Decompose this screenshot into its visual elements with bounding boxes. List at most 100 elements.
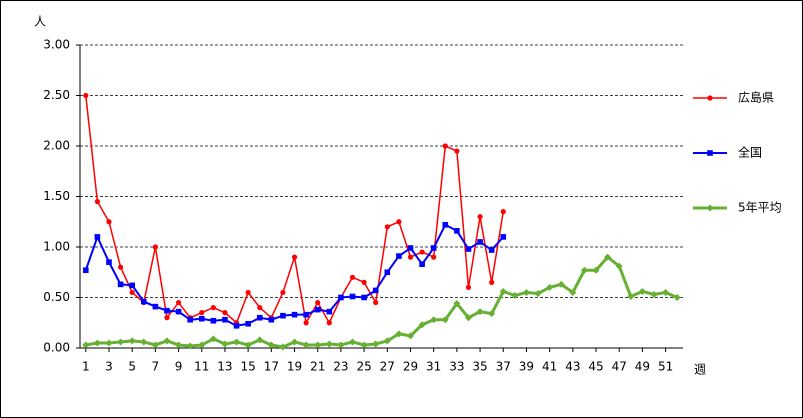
point bbox=[615, 262, 623, 270]
point bbox=[280, 289, 286, 296]
point bbox=[198, 341, 206, 349]
point bbox=[129, 282, 135, 289]
legend-marker bbox=[707, 150, 713, 156]
y-tick-label: 1.00 bbox=[43, 240, 70, 254]
point bbox=[488, 310, 496, 318]
point bbox=[314, 341, 322, 349]
x-tick-label: 27 bbox=[380, 360, 395, 374]
point bbox=[373, 299, 379, 306]
point bbox=[454, 148, 460, 154]
point bbox=[326, 320, 332, 326]
point bbox=[337, 341, 345, 349]
point bbox=[222, 316, 228, 323]
point bbox=[395, 330, 403, 338]
point bbox=[534, 289, 542, 297]
point bbox=[396, 253, 402, 259]
point bbox=[94, 234, 101, 240]
point bbox=[442, 143, 448, 149]
y-tick-label: 0.00 bbox=[43, 341, 70, 355]
point bbox=[325, 340, 333, 348]
x-tick-label: 47 bbox=[612, 360, 627, 374]
point bbox=[245, 320, 251, 327]
point bbox=[233, 338, 241, 346]
point bbox=[152, 303, 159, 310]
point bbox=[361, 294, 367, 301]
point bbox=[396, 219, 402, 225]
point bbox=[163, 337, 171, 345]
point bbox=[476, 308, 484, 316]
point bbox=[349, 338, 357, 346]
point bbox=[546, 283, 554, 291]
point bbox=[522, 288, 530, 296]
point bbox=[592, 266, 600, 274]
x-tick-label: 17 bbox=[264, 360, 279, 374]
point bbox=[499, 287, 507, 295]
point bbox=[500, 234, 507, 240]
x-tick-label: 5 bbox=[128, 360, 136, 374]
point bbox=[431, 254, 437, 260]
point bbox=[361, 279, 367, 285]
x-tick-label: 1 bbox=[82, 360, 90, 374]
x-tick-label: 11 bbox=[194, 360, 209, 374]
point bbox=[222, 310, 228, 316]
point bbox=[627, 292, 635, 300]
point bbox=[257, 305, 263, 311]
point bbox=[221, 340, 229, 348]
point bbox=[453, 300, 461, 308]
point bbox=[291, 311, 298, 318]
point bbox=[383, 337, 391, 345]
x-tick-label: 51 bbox=[658, 360, 673, 374]
x-tick-label: 45 bbox=[588, 360, 603, 374]
point bbox=[151, 341, 159, 349]
point bbox=[164, 307, 170, 314]
point bbox=[164, 315, 170, 321]
x-tick-label: 25 bbox=[356, 360, 371, 374]
point bbox=[256, 336, 264, 344]
point bbox=[245, 289, 251, 296]
point bbox=[338, 294, 344, 301]
x-tick-label: 39 bbox=[519, 360, 534, 374]
point bbox=[94, 198, 100, 205]
x-tick-label: 41 bbox=[542, 360, 557, 374]
x-tick-label: 13 bbox=[217, 360, 232, 374]
y-tick-label: 2.00 bbox=[43, 139, 70, 153]
point bbox=[187, 316, 193, 323]
y-tick-label: 2.50 bbox=[43, 88, 70, 102]
point bbox=[662, 288, 670, 296]
x-tick-label: 23 bbox=[333, 360, 348, 374]
point bbox=[407, 254, 414, 260]
point bbox=[407, 245, 414, 251]
x-tick-label: 7 bbox=[152, 360, 160, 374]
point bbox=[175, 308, 182, 315]
point bbox=[442, 221, 449, 228]
point bbox=[650, 290, 658, 298]
point bbox=[384, 224, 390, 230]
legend-label: 広島県 bbox=[738, 90, 774, 105]
x-tick-label: 19 bbox=[287, 360, 302, 374]
x-axis-label: 週 bbox=[694, 363, 706, 377]
x-tick-label: 49 bbox=[635, 360, 650, 374]
point bbox=[152, 244, 158, 250]
legend-label: 5年平均 bbox=[738, 201, 782, 215]
point bbox=[117, 338, 125, 346]
point bbox=[419, 261, 425, 267]
point bbox=[129, 289, 135, 296]
point bbox=[419, 249, 425, 255]
point bbox=[303, 320, 309, 326]
x-tick-label: 29 bbox=[403, 360, 418, 374]
x-tick-label: 9 bbox=[175, 360, 183, 374]
y-axis-label: 人 bbox=[34, 15, 46, 29]
point bbox=[315, 299, 321, 306]
point bbox=[83, 92, 89, 99]
point bbox=[326, 308, 333, 315]
x-tick-label: 15 bbox=[241, 360, 256, 374]
point bbox=[233, 322, 240, 329]
point bbox=[349, 293, 356, 300]
point bbox=[291, 338, 299, 346]
point bbox=[673, 294, 681, 301]
x-tick-label: 31 bbox=[426, 360, 441, 374]
point bbox=[106, 219, 112, 225]
point bbox=[488, 247, 495, 253]
